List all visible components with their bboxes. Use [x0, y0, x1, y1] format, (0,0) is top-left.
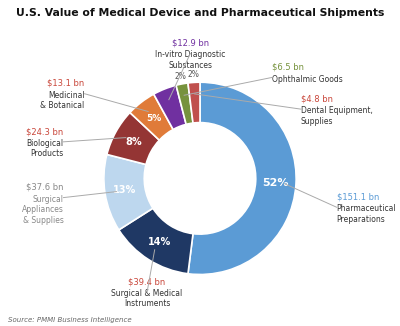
Text: 2%: 2% [175, 72, 186, 81]
Text: 5%: 5% [146, 114, 161, 123]
Text: Pharmaceutical
Preparations: Pharmaceutical Preparations [336, 204, 396, 224]
Text: Biological
Products: Biological Products [26, 139, 64, 158]
Wedge shape [154, 85, 186, 129]
Text: Surgical & Medical
Instruments: Surgical & Medical Instruments [112, 289, 183, 308]
Text: Dental Equipment,
Supplies: Dental Equipment, Supplies [301, 106, 373, 126]
Text: $39.4 bn: $39.4 bn [128, 277, 166, 286]
Text: 2%: 2% [188, 70, 200, 79]
Wedge shape [188, 82, 200, 123]
Text: 52%: 52% [262, 178, 289, 188]
Text: Ophthalmic Goods: Ophthalmic Goods [272, 75, 343, 83]
Text: 13%: 13% [113, 185, 137, 195]
Text: 14%: 14% [148, 237, 171, 247]
Text: $24.3 bn: $24.3 bn [26, 127, 64, 136]
Text: $12.9 bn: $12.9 bn [172, 38, 209, 48]
Text: Surgical
Appliances
& Supplies: Surgical Appliances & Supplies [22, 195, 64, 225]
Text: In-vitro Diagnostic
Substances: In-vitro Diagnostic Substances [155, 51, 226, 70]
Text: U.S. Value of Medical Device and Pharmaceutical Shipments: U.S. Value of Medical Device and Pharmac… [16, 8, 384, 18]
Text: $4.8 bn: $4.8 bn [301, 94, 333, 103]
Text: $37.6 bn: $37.6 bn [26, 183, 64, 192]
Text: Medicinal
& Botanical: Medicinal & Botanical [40, 91, 85, 110]
Wedge shape [130, 94, 173, 140]
Text: $6.5 bn: $6.5 bn [272, 63, 304, 72]
Text: 8%: 8% [125, 137, 142, 147]
Wedge shape [176, 83, 193, 124]
Wedge shape [188, 82, 296, 274]
Text: $151.1 bn: $151.1 bn [336, 192, 379, 201]
Wedge shape [107, 112, 159, 165]
Wedge shape [119, 208, 193, 274]
Text: Source: PMMI Business Intelligence: Source: PMMI Business Intelligence [8, 317, 132, 323]
Wedge shape [104, 155, 153, 230]
Text: $13.1 bn: $13.1 bn [47, 79, 85, 88]
